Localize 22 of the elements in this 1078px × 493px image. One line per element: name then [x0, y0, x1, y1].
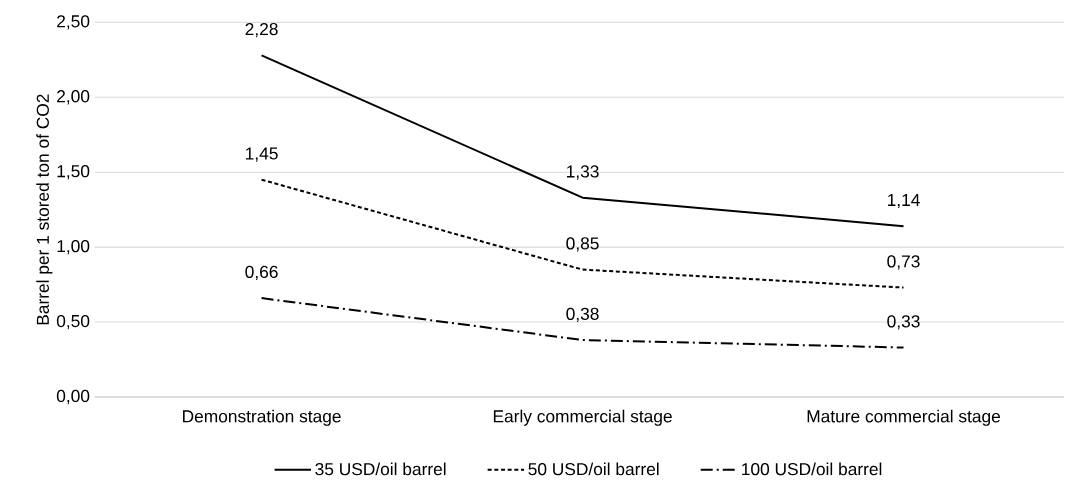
data-label: 0,38 [566, 307, 599, 322]
y-tick-label: 2,00 [57, 90, 90, 105]
data-label: 1,14 [887, 193, 920, 209]
y-tick-label: 1,50 [57, 165, 90, 180]
x-tick-label: Mature commercial stage [807, 409, 1001, 426]
data-label: 2,28 [245, 22, 278, 38]
x-tick-label: Demonstration stage [183, 409, 341, 426]
data-label: 0,85 [566, 237, 599, 252]
y-tick-label: 0,50 [56, 314, 90, 330]
data-label: 0,33 [887, 315, 920, 330]
y-tick-label: 0,00 [56, 389, 90, 405]
data-label: 0,66 [245, 265, 278, 281]
y-tick-label: 1,00 [57, 239, 90, 255]
data-label: 1,33 [567, 165, 599, 180]
y-tick-label: 2,50 [57, 15, 90, 30]
legend-label: 35 USD/oil barrel [315, 462, 446, 476]
legend-label: 100 USD/oil barrel [742, 462, 882, 476]
x-tick-label: Early commercial stage [493, 409, 672, 426]
data-label: 0,73 [887, 255, 920, 270]
y-axis-title: Barrel per 1 stored ton of CO2 [36, 94, 53, 325]
data-label: 1,45 [246, 147, 278, 162]
legend-label: 50 USD/oil barrel [528, 462, 659, 476]
